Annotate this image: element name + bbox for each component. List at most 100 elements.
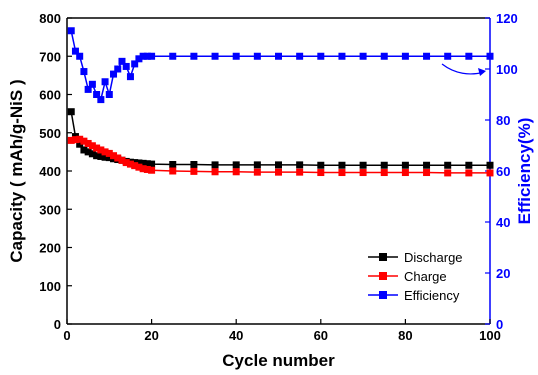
- legend-marker-charge: [379, 272, 387, 280]
- data-point-charge: [211, 168, 219, 176]
- data-point-efficiency: [71, 47, 79, 55]
- data-point-charge: [126, 160, 134, 168]
- data-point-charge: [101, 148, 109, 156]
- annotation-layer: [441, 63, 486, 76]
- data-point-efficiency: [101, 78, 109, 86]
- data-point-discharge: [97, 152, 105, 160]
- legend-marker-efficiency: [379, 291, 387, 299]
- legend-label-charge: Charge: [404, 269, 447, 284]
- data-point-discharge: [401, 161, 409, 169]
- y-tick-label: 500: [39, 126, 61, 141]
- series-layer: [67, 27, 494, 177]
- y2-tick-label: 0: [496, 317, 503, 332]
- data-point-efficiency: [486, 52, 494, 60]
- data-point-efficiency: [253, 52, 261, 60]
- data-point-discharge: [67, 108, 75, 116]
- data-point-efficiency: [76, 52, 84, 60]
- legend: Discharge Charge Efficiency: [368, 250, 463, 303]
- data-point-efficiency: [118, 57, 126, 65]
- y2-axis-title: Efficiency(%): [515, 118, 534, 225]
- axes: 0 20 40 60 80 1000100200300400500600700800020…: [39, 11, 517, 343]
- y-tick-label: 300: [39, 202, 61, 217]
- data-point-efficiency: [105, 91, 113, 98]
- data-point-discharge: [139, 159, 147, 167]
- data-point-charge: [143, 165, 151, 173]
- data-point-discharge: [93, 152, 101, 160]
- data-point-efficiency: [84, 85, 92, 93]
- data-point-discharge: [486, 161, 494, 169]
- data-point-efficiency: [148, 52, 156, 60]
- data-point-charge: [169, 167, 177, 175]
- data-point-charge: [423, 169, 431, 177]
- data-point-charge: [359, 169, 367, 177]
- data-point-charge: [380, 169, 388, 177]
- annotation-arrowhead: [478, 68, 486, 76]
- x-tick-label: 60: [314, 328, 328, 343]
- data-point-efficiency: [211, 52, 219, 60]
- data-point-charge: [67, 136, 75, 144]
- legend-marker-discharge: [379, 253, 387, 261]
- x-tick-label: 80: [398, 328, 412, 343]
- data-point-charge: [135, 163, 143, 171]
- data-point-discharge: [211, 161, 219, 169]
- data-point-discharge: [135, 159, 143, 167]
- data-point-charge: [71, 136, 79, 144]
- data-point-efficiency: [232, 52, 240, 60]
- data-point-charge: [296, 168, 304, 176]
- data-point-charge: [148, 166, 156, 174]
- data-point-discharge: [317, 161, 325, 169]
- data-point-efficiency: [67, 27, 75, 35]
- y2-tick-label: 120: [496, 11, 518, 26]
- y2-tick-label: 20: [496, 266, 510, 281]
- data-point-efficiency: [80, 68, 88, 76]
- data-point-discharge: [296, 161, 304, 169]
- data-point-charge: [76, 135, 84, 143]
- data-point-charge: [118, 156, 126, 164]
- data-point-efficiency: [380, 52, 388, 60]
- data-point-efficiency: [126, 73, 134, 81]
- data-point-charge: [190, 167, 198, 175]
- series-discharge: [67, 108, 494, 169]
- data-point-efficiency: [135, 55, 143, 63]
- data-point-charge: [486, 169, 494, 177]
- y-tick-label: 200: [39, 241, 61, 256]
- data-point-discharge: [80, 146, 88, 154]
- data-point-discharge: [105, 154, 113, 162]
- data-point-discharge: [88, 150, 96, 158]
- y2-tick-label: 80: [496, 113, 510, 128]
- data-point-charge: [110, 152, 118, 160]
- data-point-charge: [253, 168, 261, 176]
- data-point-charge: [122, 159, 130, 167]
- data-point-charge: [232, 168, 240, 176]
- data-point-discharge: [148, 160, 156, 168]
- data-point-efficiency: [110, 70, 118, 78]
- series-line-discharge: [70, 111, 490, 167]
- y-tick-label: 100: [39, 279, 61, 294]
- data-point-discharge: [76, 140, 84, 148]
- data-point-efficiency: [465, 52, 473, 60]
- data-point-charge: [401, 169, 409, 177]
- data-point-charge: [93, 144, 101, 152]
- data-point-efficiency: [169, 52, 177, 60]
- y2-tick-label: 100: [496, 62, 518, 77]
- data-point-efficiency: [296, 52, 304, 60]
- data-point-discharge: [444, 161, 452, 169]
- data-point-charge: [97, 146, 105, 154]
- data-point-discharge: [253, 161, 261, 169]
- legend-label-efficiency: Efficiency: [404, 288, 460, 303]
- data-point-discharge: [465, 161, 473, 169]
- data-point-charge: [80, 137, 88, 145]
- data-point-discharge: [232, 161, 240, 169]
- data-point-discharge: [423, 161, 431, 169]
- data-point-charge: [84, 139, 92, 147]
- data-point-efficiency: [401, 52, 409, 60]
- data-point-discharge: [359, 161, 367, 169]
- data-point-charge: [114, 154, 122, 162]
- y-tick-label: 700: [39, 49, 61, 64]
- data-point-efficiency: [338, 52, 346, 60]
- data-point-charge: [275, 168, 282, 176]
- series-charge: [67, 135, 494, 177]
- data-point-efficiency: [190, 52, 198, 60]
- series-efficiency: [67, 27, 494, 104]
- data-point-discharge: [101, 153, 109, 161]
